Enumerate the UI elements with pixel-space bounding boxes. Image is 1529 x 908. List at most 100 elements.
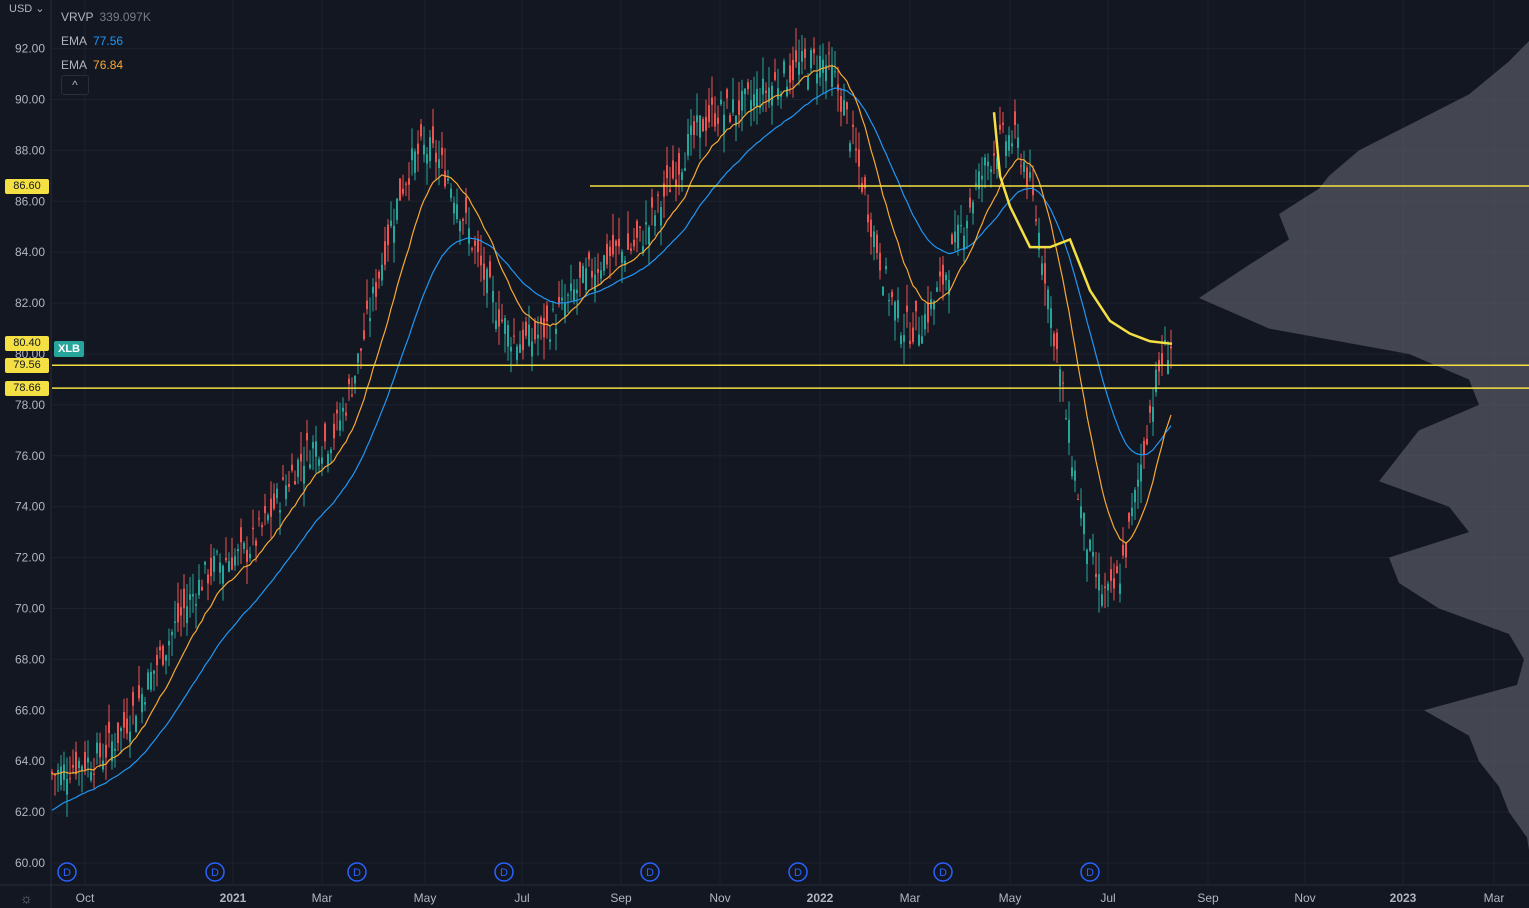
candle-body bbox=[375, 282, 377, 297]
candle-body bbox=[402, 188, 404, 194]
candle-body bbox=[447, 178, 449, 181]
y-tick-label: 74.00 bbox=[15, 500, 45, 514]
candle-body bbox=[309, 464, 311, 469]
legend-ema-orange[interactable]: EMA 76.84 bbox=[61, 53, 151, 77]
candle-body bbox=[750, 100, 752, 110]
candle-body bbox=[435, 152, 437, 163]
candle-body bbox=[369, 318, 371, 322]
candle-body bbox=[816, 73, 818, 84]
candle-body bbox=[783, 60, 785, 74]
candle-body bbox=[894, 301, 896, 321]
candle-body bbox=[390, 220, 392, 226]
candle-body bbox=[216, 551, 218, 553]
candle-body bbox=[897, 300, 899, 319]
candle-body bbox=[126, 718, 128, 734]
candle-body bbox=[990, 169, 992, 173]
dividend-marker bbox=[1080, 862, 1100, 882]
candle-body bbox=[1014, 111, 1016, 126]
currency-selector[interactable]: USD ⌄ bbox=[9, 2, 45, 15]
candle-body bbox=[486, 269, 488, 294]
collapse-legend-button[interactable]: ^ bbox=[61, 75, 89, 95]
candle-body bbox=[756, 88, 758, 107]
settings-icon[interactable]: ☼ bbox=[20, 890, 33, 906]
candle-body bbox=[582, 266, 584, 284]
candle-body bbox=[192, 594, 194, 597]
candle-body bbox=[1008, 135, 1010, 151]
candle-body bbox=[234, 556, 236, 566]
candle-body bbox=[534, 321, 536, 340]
candle-body bbox=[831, 64, 833, 87]
legend-name: EMA bbox=[61, 58, 88, 72]
candle-body bbox=[801, 51, 803, 62]
candle-body bbox=[942, 264, 944, 285]
candle-body bbox=[918, 334, 920, 346]
candle-body bbox=[330, 449, 332, 454]
candle-body bbox=[138, 685, 140, 699]
candle-body bbox=[252, 527, 254, 530]
candle-body bbox=[528, 324, 530, 346]
candle-body bbox=[1170, 346, 1172, 349]
candle-body bbox=[75, 751, 77, 775]
candle-body bbox=[303, 466, 305, 484]
legend-value: 77.56 bbox=[93, 34, 124, 48]
candle-body bbox=[294, 481, 296, 485]
candle-body bbox=[786, 86, 788, 97]
candle-body bbox=[927, 302, 929, 323]
candle-body bbox=[84, 751, 86, 770]
dividend-label: D bbox=[63, 867, 71, 879]
candle-body bbox=[66, 778, 68, 795]
y-tick-label: 68.00 bbox=[15, 652, 45, 666]
dividend-marker bbox=[640, 862, 660, 882]
candle-body bbox=[900, 335, 902, 345]
candle-body bbox=[312, 442, 314, 449]
candle-body bbox=[549, 339, 551, 342]
candle-body bbox=[354, 375, 356, 384]
candle-body bbox=[516, 346, 518, 361]
candle-body bbox=[825, 65, 827, 82]
candle-body bbox=[705, 116, 707, 131]
candle-body bbox=[183, 588, 185, 609]
candle-body bbox=[717, 117, 719, 124]
candle-body bbox=[1095, 573, 1097, 578]
candle-body bbox=[1050, 308, 1052, 328]
candle-body bbox=[444, 170, 446, 187]
candle-body bbox=[480, 255, 482, 266]
candle-body bbox=[771, 85, 773, 106]
legend-ema-blue[interactable]: EMA 77.56 bbox=[61, 29, 151, 53]
candle-body bbox=[669, 189, 671, 193]
candle-body bbox=[609, 246, 611, 257]
candle-body bbox=[132, 691, 134, 706]
candle-body bbox=[492, 290, 494, 303]
dividend-label: D bbox=[646, 867, 654, 879]
candle-body bbox=[876, 234, 878, 253]
candle-body bbox=[1155, 369, 1157, 393]
candle-body bbox=[819, 55, 821, 78]
candle-body bbox=[969, 197, 971, 208]
candle-body bbox=[201, 586, 203, 591]
legend-vrvp[interactable]: VRVP 339.097K bbox=[61, 5, 151, 29]
y-tick-label: 92.00 bbox=[15, 42, 45, 56]
candle-body bbox=[729, 115, 731, 123]
y-tick-label: 64.00 bbox=[15, 754, 45, 768]
candle-body bbox=[108, 721, 110, 733]
candle-body bbox=[147, 672, 149, 690]
candle-body bbox=[207, 574, 209, 584]
candle-body bbox=[396, 198, 398, 220]
candle-body bbox=[903, 335, 905, 342]
candle-body bbox=[1125, 543, 1127, 558]
candle-body bbox=[93, 773, 95, 775]
candle-body bbox=[81, 766, 83, 772]
candle-body bbox=[675, 179, 677, 187]
candle-body bbox=[105, 744, 107, 758]
candle-body bbox=[1098, 574, 1100, 591]
candle-body bbox=[501, 319, 503, 322]
candle-body bbox=[348, 378, 350, 385]
candle-body bbox=[129, 731, 131, 742]
candle-body bbox=[765, 90, 767, 93]
candle-body bbox=[1086, 549, 1088, 565]
candle-body bbox=[1071, 467, 1073, 477]
candle-body bbox=[585, 268, 587, 290]
candle-body bbox=[777, 88, 779, 100]
candle-body bbox=[762, 78, 764, 95]
